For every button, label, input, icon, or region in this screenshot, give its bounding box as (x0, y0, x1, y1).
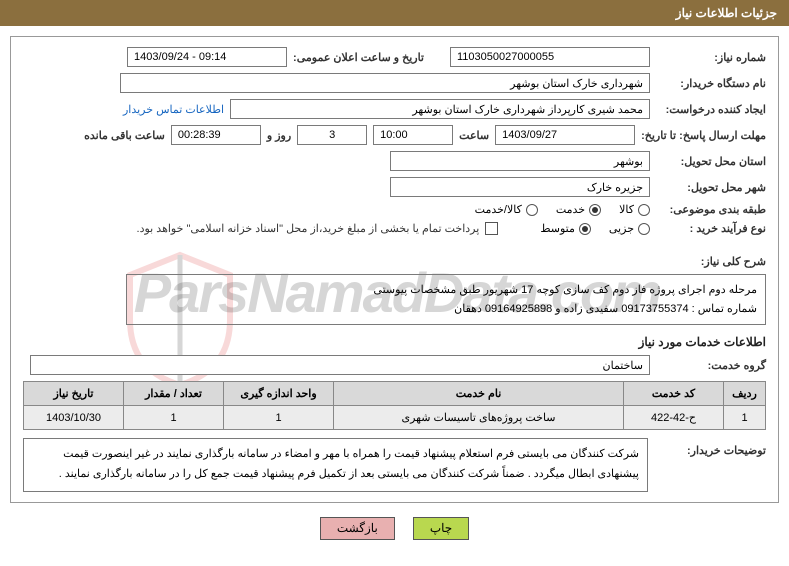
col-code: کد خدمت (624, 382, 724, 406)
service-group-label: گروه خدمت: (656, 359, 766, 372)
remaining-label: ساعت باقی مانده (84, 129, 165, 142)
buyer-notes-box: شرکت کنندگان می بایستی فرم استعلام پیشنه… (23, 438, 648, 492)
requester-label: ایجاد کننده درخواست: (656, 103, 766, 116)
services-table: ردیف کد خدمت نام خدمت واحد اندازه گیری ت… (23, 381, 766, 430)
city-field: جزیره خارک (390, 177, 650, 197)
cell-unit: 1 (224, 406, 334, 430)
province-field: بوشهر (390, 151, 650, 171)
radio-icon (589, 204, 601, 216)
process-label: نوع فرآیند خرید : (656, 222, 766, 235)
panel-title: جزئیات اطلاعات نیاز (676, 6, 777, 20)
process-radio-group: جزیی متوسط (540, 222, 650, 235)
details-panel: شماره نیاز: 1103050027000055 تاریخ و ساع… (10, 36, 779, 503)
contact-link[interactable]: اطلاعات تماس خریدار (123, 103, 224, 116)
radio-service[interactable]: خدمت (556, 203, 601, 216)
treasury-checkbox[interactable] (485, 222, 498, 235)
col-date: تاریخ نیاز (24, 382, 124, 406)
services-section-title: اطلاعات خدمات مورد نیاز (23, 335, 766, 349)
need-no-label: شماره نیاز: (656, 51, 766, 64)
deadline-label: مهلت ارسال پاسخ: تا تاریخ: (641, 129, 766, 142)
description-box: مرحله دوم اجرای پروژه فاز دوم کف سازی کو… (126, 274, 766, 325)
radio-icon (579, 223, 591, 235)
cell-row: 1 (724, 406, 766, 430)
deadline-date-field: 1403/09/27 (495, 125, 635, 145)
table-header-row: ردیف کد خدمت نام خدمت واحد اندازه گیری ت… (24, 382, 766, 406)
radio-goods-service[interactable]: کالا/خدمت (475, 203, 538, 216)
col-name: نام خدمت (334, 382, 624, 406)
radio-goods[interactable]: کالا (619, 203, 650, 216)
days-field: 3 (297, 125, 367, 145)
service-group-field: ساختمان (30, 355, 650, 375)
col-qty: تعداد / مقدار (124, 382, 224, 406)
remaining-field: 00:28:39 (171, 125, 261, 145)
deadline-time-field: 10:00 (373, 125, 453, 145)
need-no-field: 1103050027000055 (450, 47, 650, 67)
radio-icon (526, 204, 538, 216)
requester-field: محمد شیری کارپرداز شهرداری خارک استان بو… (230, 99, 650, 119)
print-button[interactable]: چاپ (413, 517, 469, 540)
time-label: ساعت (459, 129, 489, 142)
back-button[interactable]: بازگشت (320, 517, 395, 540)
announce-field: 1403/09/24 - 09:14 (127, 47, 287, 67)
cell-name: ساخت پروژه‌های تاسیسات شهری (334, 406, 624, 430)
province-label: استان محل تحویل: (656, 155, 766, 168)
radio-minor[interactable]: جزیی (609, 222, 650, 235)
announce-label: تاریخ و ساعت اعلان عمومی: (293, 51, 424, 64)
buyer-notes-label: توضیحات خریدار: (656, 438, 766, 457)
table-row: 1ح-42-422ساخت پروژه‌های تاسیسات شهری1114… (24, 406, 766, 430)
city-label: شهر محل تحویل: (656, 181, 766, 194)
cell-qty: 1 (124, 406, 224, 430)
buyer-org-field: شهرداری خارک استان بوشهر (120, 73, 650, 93)
col-row: ردیف (724, 382, 766, 406)
radio-medium[interactable]: متوسط (540, 222, 591, 235)
days-label: روز و (267, 129, 291, 142)
footer-buttons: چاپ بازگشت (0, 517, 789, 540)
category-radio-group: کالا خدمت کالا/خدمت (475, 203, 650, 216)
category-label: طبقه بندی موضوعی: (656, 203, 766, 216)
buyer-org-label: نام دستگاه خریدار: (656, 77, 766, 90)
description-label: شرح کلی نیاز: (656, 249, 766, 268)
treasury-note: پرداخت تمام یا بخشی از مبلغ خرید،از محل … (137, 222, 480, 235)
cell-code: ح-42-422 (624, 406, 724, 430)
cell-date: 1403/10/30 (24, 406, 124, 430)
radio-icon (638, 204, 650, 216)
panel-header: جزئیات اطلاعات نیاز (0, 0, 789, 26)
radio-icon (638, 223, 650, 235)
col-unit: واحد اندازه گیری (224, 382, 334, 406)
